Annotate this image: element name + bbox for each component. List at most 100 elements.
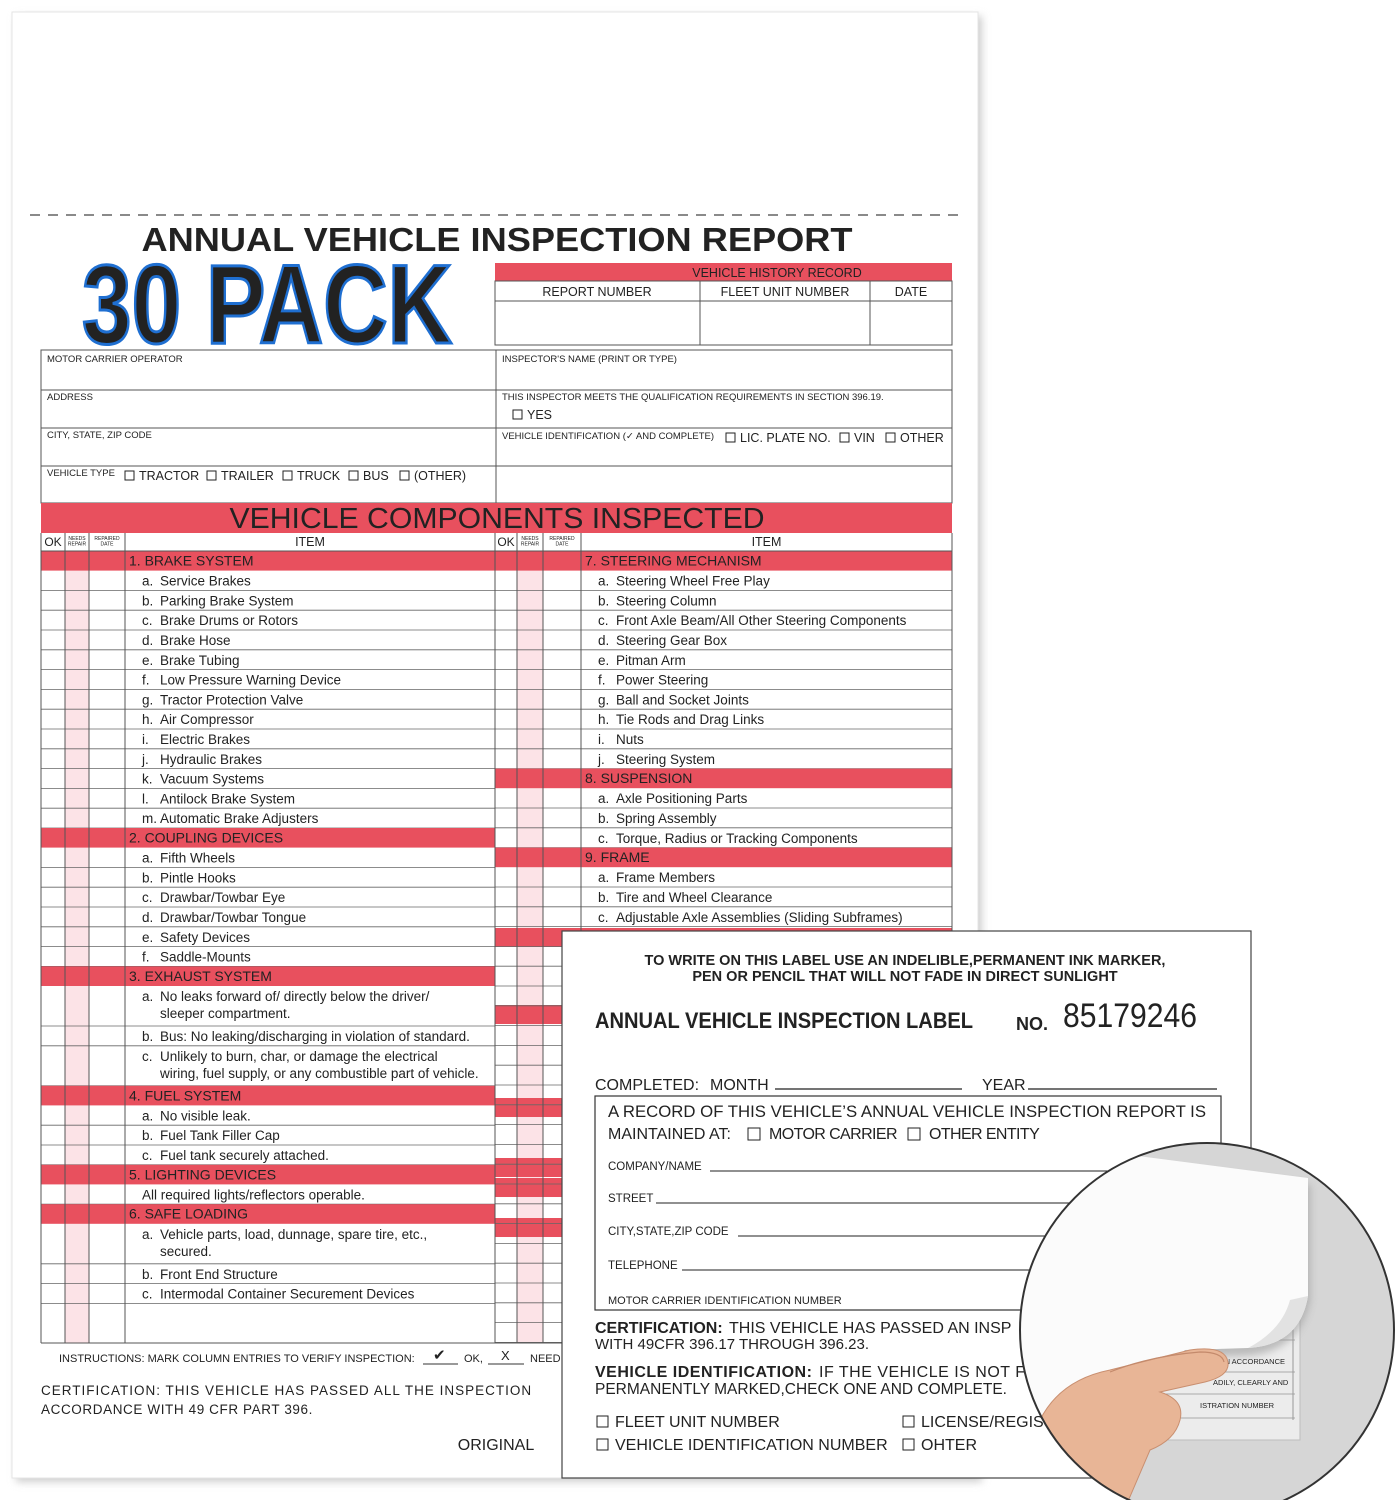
item-letter: a. (142, 851, 153, 866)
item-letter: c. (598, 831, 609, 846)
checkbox (725, 432, 736, 443)
item-text: Steering Column (616, 593, 717, 608)
year-label: YEAR (982, 1077, 1026, 1094)
section-title: 4. FUEL SYSTEM (129, 1087, 241, 1103)
item-letter: b. (598, 890, 609, 905)
item-text: Brake Tubing (160, 653, 240, 668)
item-letter: c. (598, 613, 609, 628)
option-label: OTHER ENTITY (929, 1126, 1040, 1143)
section-title: 9. FRAME (585, 849, 650, 865)
vehicle-id-text: PERMANENTLY MARKED,CHECK ONE AND COMPLET… (595, 1381, 1007, 1398)
underside-text: N IN ACCORDANCE (1215, 1357, 1285, 1366)
field-label: ADDRESS (47, 392, 93, 403)
option-label: TRAILER (221, 469, 274, 483)
section-title: 6. SAFE LOADING (129, 1206, 248, 1222)
item-text: All required lights/reflectors operable. (142, 1187, 365, 1202)
item-text: Brake Drums or Rotors (160, 613, 298, 628)
section-header (495, 847, 952, 868)
item-text: Safety Devices (160, 930, 250, 945)
item-text: Torque, Radius or Tracking Components (616, 831, 858, 846)
peel-curl (1248, 1296, 1308, 1348)
item-text: Parking Brake System (160, 593, 294, 608)
checkbox (902, 1438, 915, 1451)
item-letter: d. (142, 633, 153, 648)
month-label: MONTH (710, 1077, 769, 1094)
column-header: ITEM (752, 535, 782, 549)
option-label: OHTER (921, 1437, 977, 1454)
column-header: REPAIRED (549, 536, 575, 542)
item-letter: c. (142, 1148, 153, 1163)
item-letter: m. (142, 811, 157, 826)
item-text: Fifth Wheels (160, 851, 235, 866)
instructions: INSTRUCTIONS: MARK COLUMN ENTRIES TO VER… (59, 1353, 415, 1365)
field-label: INSPECTOR'S NAME (PRINT OR TYPE) (502, 354, 677, 365)
ok-mark: ✔ (433, 1347, 446, 1364)
report-title: ANNUAL VEHICLE INSPECTION REPORT (142, 221, 853, 258)
item-text: Fuel tank securely attached. (160, 1148, 329, 1163)
item-letter: a. (598, 574, 609, 589)
certification-label: CERTIFICATION: (595, 1320, 723, 1337)
field-label: CITY,STATE,ZIP CODE (608, 1226, 729, 1238)
item-letter: d. (598, 633, 609, 648)
checkbox (596, 1438, 609, 1451)
item-letter: f. (142, 950, 150, 965)
item-letter: a. (598, 870, 609, 885)
item-text: Tractor Protection Valve (160, 692, 303, 707)
option-label: VIN (854, 431, 875, 445)
checkbox (282, 470, 293, 481)
certification: CERTIFICATION: THIS VEHICLE HAS PASSED A… (41, 1383, 532, 1398)
option-label: TRUCK (297, 469, 341, 483)
field-label: MOTOR CARRIER IDENTIFICATION NUMBER (608, 1295, 842, 1307)
item-text: Brake Hose (160, 633, 231, 648)
option-label: VEHICLE IDENTIFICATION NUMBER (615, 1437, 888, 1454)
column-header: REPAIR (68, 542, 87, 548)
record-text: A RECORD OF THIS VEHICLE’S ANNUAL VEHICL… (608, 1103, 1206, 1121)
item-letter: b. (142, 870, 153, 885)
checkbox (907, 1127, 921, 1141)
history-title: VEHICLE HISTORY RECORD (692, 266, 862, 280)
item-text: Frame Members (616, 870, 715, 885)
item-letter: a. (142, 1108, 153, 1123)
history-column: REPORT NUMBER (542, 285, 651, 299)
item-text: Axle Positioning Parts (616, 791, 748, 806)
option-label: MOTOR CARRIER (769, 1126, 897, 1143)
item-letter: b. (142, 593, 153, 608)
column-header: REPAIRED (94, 536, 120, 542)
option-label: YES (527, 408, 552, 422)
item-letter: c. (142, 1287, 153, 1302)
number-label: NO. (1016, 1014, 1048, 1034)
item-letter: b. (142, 1267, 153, 1282)
item-text: Unlikely to burn, char, or damage the el… (160, 1049, 438, 1064)
item-letter: l. (142, 791, 149, 806)
history-column: DATE (895, 285, 927, 299)
item-text: Service Brakes (160, 574, 251, 589)
notice: PEN OR PENCIL THAT WILL NOT FADE IN DIRE… (692, 969, 1117, 985)
item-letter: j. (141, 752, 149, 767)
item-text: Front Axle Beam/All Other Steering Compo… (616, 613, 907, 628)
item-text: sleeper compartment. (160, 1006, 291, 1021)
item-letter: h. (142, 712, 153, 727)
item-text: No visible leak. (160, 1108, 251, 1123)
section-title: 8. SUSPENSION (585, 770, 692, 786)
item-letter: b. (598, 593, 609, 608)
item-text: Air Compressor (160, 712, 254, 727)
item-text: Power Steering (616, 673, 708, 688)
checkbox (747, 1127, 761, 1141)
field-label: THIS INSPECTOR MEETS THE QUALIFICATION R… (502, 392, 884, 403)
section-title: 7. STEERING MECHANISM (585, 553, 762, 569)
item-letter: b. (142, 1029, 153, 1044)
item-letter: e. (142, 930, 153, 945)
section-header (41, 1085, 495, 1106)
option-label: LIC. PLATE NO. (740, 431, 831, 445)
section-header (41, 966, 495, 986)
history-header (495, 263, 952, 281)
option-label: LICENSE/REGIST (921, 1414, 1054, 1431)
peeled-sheet (1020, 1143, 1308, 1440)
certification-text: WITH 49CFR 396.17 THROUGH 396.23. (595, 1336, 869, 1353)
section-header (41, 828, 495, 848)
item-letter: f. (598, 673, 606, 688)
item-text: Intermodal Container Securement Devices (160, 1287, 415, 1302)
section-title: 2. COUPLING DEVICES (129, 830, 283, 846)
field-label: STREET (608, 1193, 653, 1205)
